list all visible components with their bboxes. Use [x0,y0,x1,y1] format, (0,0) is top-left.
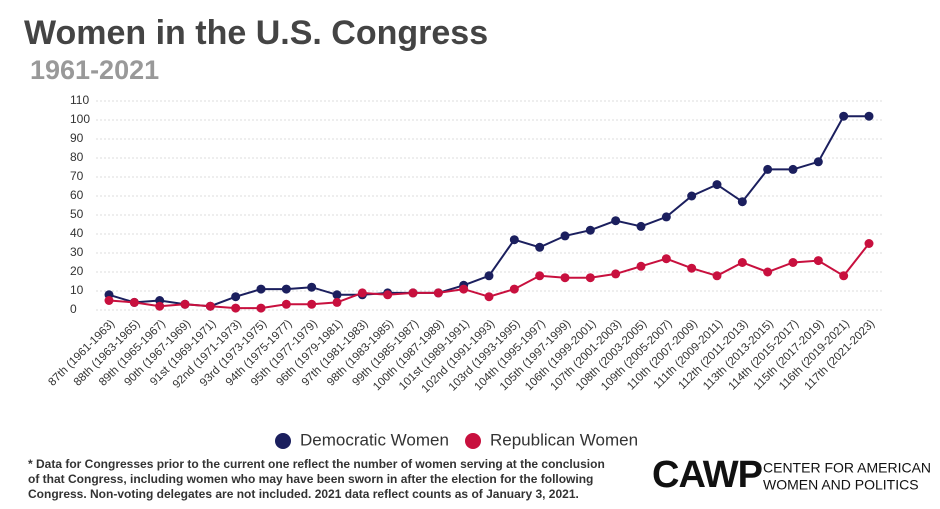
y-tick-label: 50 [70,207,84,221]
point [129,297,139,307]
point [484,271,494,281]
point [813,157,823,167]
point [636,261,646,271]
point [256,284,266,294]
point [661,254,671,264]
y-tick-label: 70 [70,169,84,183]
point [661,212,671,222]
point [383,290,393,300]
y-tick-label: 110 [70,93,89,107]
point [104,296,114,305]
note: * Data for Congresses prior to the curre… [28,457,605,471]
point [408,288,418,298]
y-tick-label: 10 [70,283,84,297]
point [155,301,165,311]
point [585,225,595,235]
y-tick-label: 100 [70,112,90,126]
point [256,303,266,313]
point [459,284,469,294]
point [180,299,190,309]
note: Congress. Non-voting delegates are not i… [28,487,579,501]
point [535,271,545,281]
point [763,267,773,277]
point [763,164,773,174]
point [281,284,291,294]
chart-title: Women in the U.S. Congress [24,14,488,52]
point [509,284,519,294]
point [357,288,367,298]
point [560,231,570,241]
point [205,301,215,311]
point [839,271,849,281]
y-tick-label: 80 [70,150,84,164]
point [712,271,722,281]
y-tick-label: 30 [70,245,84,259]
logo: CAWP [652,454,763,496]
y-tick-label: 60 [70,188,84,202]
point [433,288,443,298]
note: of that Congress, including women who ma… [28,472,593,486]
point [307,282,317,292]
point [585,273,595,283]
point [813,256,823,266]
point [788,164,798,174]
point [864,111,874,121]
point [864,239,874,248]
legend-label: Republican Women [490,430,638,449]
point [484,292,494,302]
logo-text: WOMEN AND POLITICS [763,477,919,493]
point [788,258,798,267]
point [231,292,241,302]
point [332,297,342,307]
logo-text: CENTER FOR AMERICAN [763,460,931,476]
point [687,191,697,201]
point [636,221,646,231]
point [231,303,241,313]
chart-subtitle: 1961-2021 [30,55,159,85]
point [839,111,849,121]
y-tick-label: 40 [70,226,84,240]
point [535,242,545,252]
legend-marker [465,433,481,449]
point [712,180,722,190]
point [737,197,747,207]
point [332,290,342,300]
point [611,216,621,226]
y-tick-label: 0 [70,302,77,316]
point [737,258,747,267]
point [281,299,291,309]
y-tick-label: 90 [70,131,84,145]
point [307,299,317,309]
point [687,263,697,273]
point [509,235,519,245]
legend-label: Democratic Women [300,430,449,449]
point [611,269,621,279]
y-tick-label: 20 [70,264,84,278]
legend-marker [275,433,291,449]
point [560,273,570,283]
